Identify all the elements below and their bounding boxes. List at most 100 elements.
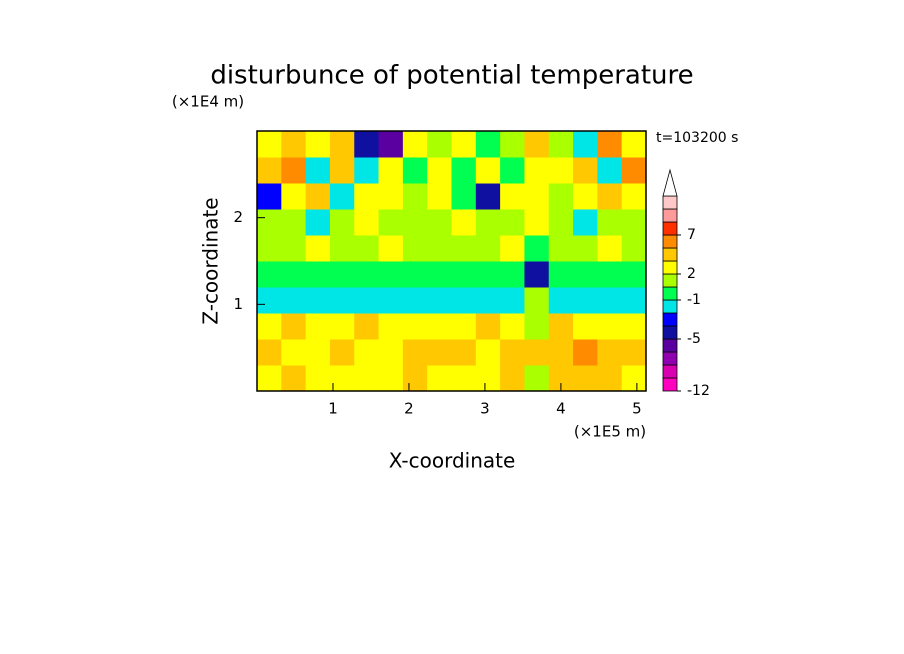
- colorbar-box: [662, 364, 678, 379]
- colorbar-box: [662, 299, 678, 314]
- contour-cell: [427, 183, 452, 210]
- contour-cell: [548, 235, 574, 262]
- annotation: t=103200 s: [656, 130, 738, 146]
- contour-cell: [378, 365, 404, 392]
- contour-cell: [573, 261, 598, 288]
- contour-cell: [378, 287, 404, 314]
- colorbar-box: [662, 377, 678, 392]
- contour-cell: [427, 235, 452, 262]
- contour-cell: [621, 287, 647, 314]
- contour-cell: [402, 209, 428, 236]
- contour-cell: [524, 183, 550, 210]
- contour-cell: [305, 365, 331, 392]
- contour-cell: [500, 209, 525, 236]
- contour-cell: [427, 313, 452, 340]
- colorbar-box: [662, 325, 678, 340]
- contour-cell: [475, 261, 501, 288]
- contour-cell: [524, 313, 550, 340]
- contour-cell: [621, 157, 647, 184]
- contour-cell: [573, 209, 598, 236]
- contour-cell: [329, 261, 355, 288]
- contour-cell: [402, 365, 428, 392]
- contour-cell: [500, 131, 525, 158]
- contour-cell: [281, 183, 307, 210]
- contour-cell: [305, 157, 331, 184]
- plot-frame: [256, 130, 647, 392]
- contour-cell: [378, 183, 404, 210]
- contour-cell: [500, 261, 525, 288]
- contour-cell: [573, 235, 598, 262]
- contour-cell: [597, 157, 623, 184]
- contour-cell: [597, 287, 623, 314]
- chart-title: disturbunce of potential temperature: [210, 61, 693, 91]
- contour-cell: [573, 131, 598, 158]
- contour-cell: [524, 339, 550, 366]
- contour-cell: [281, 209, 307, 236]
- contour-cell: [500, 287, 525, 314]
- contour-cell: [548, 313, 574, 340]
- contour-cell: [257, 209, 282, 236]
- contour-cell: [281, 157, 307, 184]
- contour-cell: [378, 235, 404, 262]
- contour-cell: [257, 339, 282, 366]
- contour-cell: [621, 313, 647, 340]
- x-tick-label: 5: [632, 400, 642, 418]
- contour-cell: [354, 261, 380, 288]
- contour-cell: [451, 157, 477, 184]
- y-unit: (×1E4 m): [172, 93, 244, 111]
- contour-cell: [597, 209, 623, 236]
- contour-cell: [281, 365, 307, 392]
- contour-cell: [305, 261, 331, 288]
- contour-cell: [354, 365, 380, 392]
- contour-cell: [281, 235, 307, 262]
- contour-cell: [475, 313, 501, 340]
- contour-cell: [621, 183, 647, 210]
- contour-cell: [329, 209, 355, 236]
- contour-cell: [548, 339, 574, 366]
- colorbar-box: [662, 351, 678, 366]
- contour-cell: [402, 131, 428, 158]
- colorbar-label: 7: [687, 227, 696, 243]
- contour-cell: [451, 235, 477, 262]
- x-label: X-coordinate: [389, 449, 516, 473]
- contour-cell: [427, 157, 452, 184]
- contour-cell: [475, 287, 501, 314]
- contour-cell: [451, 261, 477, 288]
- contour-cell: [329, 365, 355, 392]
- contour-cell: [524, 287, 550, 314]
- contour-cell: [597, 313, 623, 340]
- contour-cell: [573, 313, 598, 340]
- contour-cell: [402, 157, 428, 184]
- contour-cell: [257, 131, 282, 158]
- contour-cell: [548, 261, 574, 288]
- contour-cell: [548, 287, 574, 314]
- contour-cell: [475, 235, 501, 262]
- contour-cell: [329, 313, 355, 340]
- contour-cell: [354, 183, 380, 210]
- contour-cell: [573, 339, 598, 366]
- contour-cell: [475, 339, 501, 366]
- contour-cell: [475, 131, 501, 158]
- contour-cell: [475, 365, 501, 392]
- contour-cell: [329, 287, 355, 314]
- contour-cell: [548, 157, 574, 184]
- contour-cell: [305, 313, 331, 340]
- contour-cell: [427, 261, 452, 288]
- contour-cell: [427, 365, 452, 392]
- contour-cell: [402, 261, 428, 288]
- contour-cell: [597, 261, 623, 288]
- field: [257, 131, 647, 392]
- contour-cell: [305, 235, 331, 262]
- contour-cell: [548, 183, 574, 210]
- contour-cell: [378, 157, 404, 184]
- contour-cell: [524, 235, 550, 262]
- contour-cell: [621, 131, 647, 158]
- contour-cell: [451, 209, 477, 236]
- contour-cell: [621, 365, 647, 392]
- contour-cell: [329, 339, 355, 366]
- colorbar-box: [662, 260, 678, 275]
- colorbar-box: [662, 221, 678, 236]
- contour-cell: [475, 209, 501, 236]
- contour-cell: [354, 157, 380, 184]
